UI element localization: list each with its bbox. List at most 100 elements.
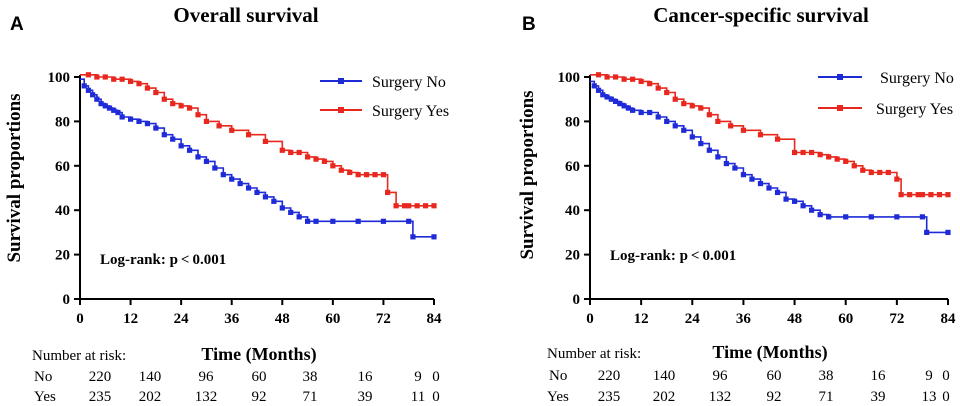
censor-mark-surgery-no bbox=[591, 83, 597, 89]
censor-mark-surgery-yes bbox=[338, 167, 344, 173]
censor-mark-surgery-yes bbox=[791, 149, 798, 156]
risk-value: 0 bbox=[432, 369, 440, 385]
risk-table-header-b: Number at risk: bbox=[547, 346, 641, 362]
censor-mark-surgery-no bbox=[330, 218, 336, 224]
censor-mark-surgery-yes bbox=[111, 76, 117, 82]
risk-value: 140 bbox=[139, 369, 162, 385]
censor-mark-surgery-no bbox=[698, 141, 704, 147]
censor-mark-surgery-yes bbox=[919, 192, 926, 198]
censor-mark-surgery-no bbox=[757, 180, 764, 187]
risk-values-a: 220 140 96 60 38 16 9 0 235 202 132 92 71 39 11 0 bbox=[89, 369, 440, 405]
legend-marker-yes-b bbox=[837, 105, 843, 111]
censor-mark-surgery-no bbox=[410, 234, 416, 240]
censor-mark-surgery-yes bbox=[664, 89, 670, 96]
censor-mark-surgery-yes bbox=[422, 203, 429, 209]
censor-mark-surgery-no bbox=[119, 114, 125, 120]
censor-mark-surgery-no bbox=[617, 101, 623, 107]
risk-value: 202 bbox=[139, 389, 162, 405]
survival-curves-a bbox=[80, 72, 437, 240]
censor-mark-surgery-yes bbox=[245, 132, 252, 138]
censor-mark-surgery-no bbox=[749, 176, 755, 182]
y-tick-label: 0 bbox=[573, 292, 581, 308]
x-tick-label: 48 bbox=[275, 311, 290, 327]
censor-mark-surgery-yes bbox=[431, 203, 437, 209]
censor-mark-surgery-no bbox=[195, 154, 201, 160]
censor-mark-surgery-yes bbox=[355, 172, 361, 178]
risk-value: 96 bbox=[199, 369, 215, 385]
risk-value: 39 bbox=[358, 389, 373, 405]
censor-mark-surgery-yes bbox=[843, 158, 849, 164]
risk-value: 140 bbox=[653, 368, 676, 384]
censor-mark-surgery-no bbox=[186, 147, 193, 153]
x-tick-label: 24 bbox=[685, 311, 701, 327]
censor-mark-surgery-no bbox=[245, 185, 252, 191]
censor-mark-surgery-yes bbox=[216, 123, 222, 129]
censor-mark-surgery-no bbox=[380, 218, 387, 224]
censor-mark-surgery-yes bbox=[170, 101, 176, 107]
censor-mark-surgery-no bbox=[740, 172, 747, 178]
censor-mark-surgery-no bbox=[681, 127, 687, 133]
logrank-annotation-a: Log-rank: p < 0.001 bbox=[100, 252, 226, 268]
censor-mark-surgery-yes bbox=[94, 74, 100, 80]
censor-mark-surgery-no bbox=[355, 218, 361, 224]
chart-title-a: Overall survival bbox=[173, 3, 318, 27]
censor-mark-surgery-no bbox=[924, 229, 930, 235]
censor-mark-surgery-no bbox=[595, 87, 602, 93]
censor-mark-surgery-yes bbox=[698, 105, 704, 111]
censor-mark-surgery-no bbox=[919, 214, 926, 220]
censor-mark-surgery-yes bbox=[851, 163, 857, 169]
risk-value: 13 bbox=[922, 389, 937, 405]
censor-mark-surgery-yes bbox=[313, 156, 319, 162]
x-tick-label: 0 bbox=[586, 311, 594, 327]
censor-mark-surgery-no bbox=[655, 114, 661, 120]
censor-mark-surgery-no bbox=[843, 214, 849, 220]
censor-mark-surgery-yes bbox=[898, 192, 904, 198]
risk-value: 38 bbox=[819, 368, 834, 384]
censor-mark-surgery-no bbox=[178, 143, 184, 149]
censor-mark-surgery-yes bbox=[894, 176, 900, 182]
risk-value: 39 bbox=[871, 389, 886, 405]
censor-mark-surgery-no bbox=[94, 96, 100, 102]
censor-mark-surgery-yes bbox=[728, 123, 734, 129]
censor-mark-surgery-yes bbox=[860, 167, 866, 173]
censor-mark-surgery-yes bbox=[715, 118, 721, 124]
risk-values-b: 220 140 96 60 38 16 9 0 235 202 132 92 71 39 13 0 bbox=[598, 368, 950, 405]
censor-mark-surgery-yes bbox=[877, 169, 883, 176]
censor-mark-surgery-yes bbox=[672, 96, 678, 102]
censor-mark-surgery-yes bbox=[279, 147, 285, 153]
censor-mark-surgery-yes bbox=[203, 118, 210, 124]
censor-mark-surgery-no bbox=[715, 154, 721, 160]
censor-mark-surgery-yes bbox=[85, 72, 92, 78]
censor-mark-surgery-yes bbox=[928, 192, 934, 198]
censor-mark-surgery-yes bbox=[647, 81, 653, 87]
risk-value: 132 bbox=[195, 389, 218, 405]
legend-label-yes-b: Surgery Yes bbox=[876, 101, 953, 118]
censor-mark-surgery-yes bbox=[161, 96, 167, 102]
x-tick-label: 84 bbox=[941, 311, 957, 327]
x-axis-label-b: Time (Months) bbox=[712, 342, 827, 363]
survival-curves-b bbox=[590, 72, 951, 235]
censor-mark-surgery-no bbox=[817, 212, 823, 218]
censor-mark-surgery-no bbox=[111, 107, 117, 113]
y-axis-label-a: Survival proportions bbox=[4, 93, 25, 262]
censor-mark-surgery-yes bbox=[330, 163, 336, 169]
risk-value: 202 bbox=[653, 389, 676, 405]
x-tick-label: 48 bbox=[787, 311, 802, 327]
censor-mark-surgery-no bbox=[647, 109, 653, 116]
risk-value: 11 bbox=[411, 389, 425, 405]
risk-value: 220 bbox=[89, 369, 112, 385]
censor-mark-surgery-yes bbox=[186, 105, 193, 111]
x-tick-label: 0 bbox=[76, 311, 84, 327]
y-tick-label: 80 bbox=[565, 114, 580, 130]
x-tick-label: 12 bbox=[634, 311, 649, 327]
risk-value: 96 bbox=[713, 368, 729, 384]
censor-mark-surgery-no bbox=[630, 107, 636, 113]
censor-mark-surgery-no bbox=[621, 103, 627, 109]
censor-mark-surgery-yes bbox=[127, 78, 134, 85]
risk-table-a: Number at risk: No Yes 220 140 96 60 38 16 9 02… bbox=[32, 348, 440, 405]
censor-mark-surgery-no bbox=[288, 209, 294, 216]
censor-mark-surgery-no bbox=[153, 125, 159, 131]
censor-mark-surgery-no bbox=[279, 205, 285, 211]
censor-mark-surgery-yes bbox=[372, 172, 378, 178]
censor-mark-surgery-yes bbox=[304, 154, 311, 160]
